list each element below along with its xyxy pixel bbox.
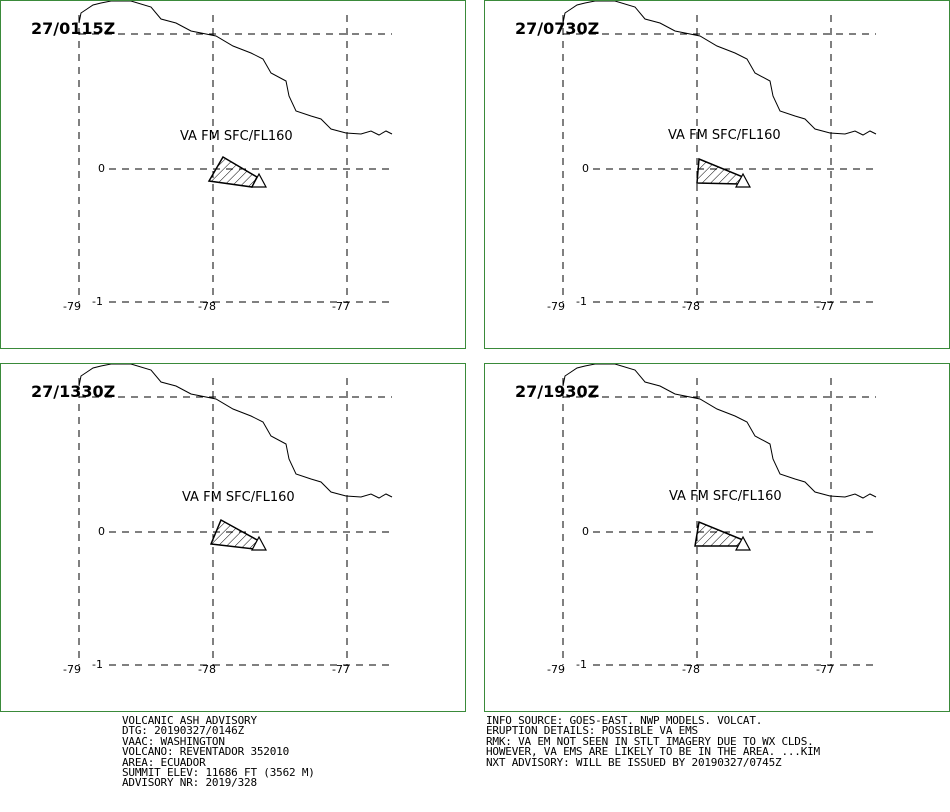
advisory-line: ADVISORY NR: 2019/328 (122, 776, 257, 790)
lon-label-79: -79 (63, 300, 81, 313)
panel-time: 27/0115Z (31, 19, 116, 38)
advisory-line: VAAC: WASHINGTON (122, 734, 225, 748)
lon-label-78: -78 (682, 663, 700, 676)
gridlines (562, 378, 876, 666)
advisory-line: SUMMIT ELEV: 11686 FT (3562 M) (122, 766, 315, 780)
panel-time: 27/0730Z (515, 19, 600, 38)
map-panel-3: 27/1330Z VA FM SFC/FL160 0 -1 -79 -78 -7… (0, 363, 466, 712)
ash-area (207, 155, 258, 188)
advisory-line: ERUPTION DETAILS: POSSIBLE VA EMS (486, 724, 698, 738)
lon-label-79: -79 (547, 300, 565, 313)
ash-area (209, 518, 261, 550)
advisory-line: INFO SOURCE: GOES-EAST. NWP MODELS. VOLC… (486, 714, 763, 727)
ash-label: VA FM SFC/FL160 (669, 489, 782, 504)
advisory-line: VOLCANIC ASH ADVISORY (122, 714, 257, 727)
lon-label-79: -79 (547, 663, 565, 676)
coastline (562, 364, 877, 499)
lon-label-79: -79 (63, 663, 81, 676)
coastline (78, 1, 393, 136)
panel-time: 27/1930Z (515, 382, 600, 401)
lon-label-77: -77 (816, 300, 834, 313)
lat-label-0: 0 (582, 525, 589, 538)
lat-label-0: 0 (98, 162, 105, 175)
lat-label-minus1: -1 (576, 658, 587, 671)
lon-label-77: -77 (816, 663, 834, 676)
lat-label-minus1: -1 (576, 295, 587, 308)
lon-label-78: -78 (682, 300, 700, 313)
map-canvas-4 (562, 364, 877, 666)
map-canvas-2 (562, 1, 877, 303)
advisory-line: VOLCANO: REVENTADOR 352010 (122, 745, 289, 759)
gridlines (562, 15, 876, 303)
lon-label-77: -77 (332, 300, 350, 313)
ash-label: VA FM SFC/FL160 (180, 129, 293, 144)
lon-label-78: -78 (198, 663, 216, 676)
map-canvas-1 (78, 1, 393, 303)
coastline (562, 1, 877, 136)
advisory-left: VOLCANIC ASH ADVISORY DTG: 20190327/0146… (122, 714, 315, 790)
volcano-icon (734, 535, 752, 551)
lat-label-0: 0 (98, 525, 105, 538)
map-panel-2: 27/0730Z VA FM SFC/FL160 0 -1 -79 -78 -7… (484, 0, 950, 349)
ash-area (694, 520, 745, 547)
advisory-line: AREA: ECUADOR (122, 755, 206, 769)
advisory-line: HOWEVER, VA EMS ARE LIKELY TO BE IN THE … (486, 745, 820, 759)
ash-label: VA FM SFC/FL160 (182, 490, 295, 505)
lat-label-0: 0 (582, 162, 589, 175)
panel-time: 27/1330Z (31, 382, 116, 401)
advisory-right: INFO SOURCE: GOES-EAST. NWP MODELS. VOLC… (486, 714, 820, 769)
lon-label-78: -78 (198, 300, 216, 313)
map-panel-1: 27/0115Z VA FM SFC/FL160 0 -1 -79 -78 -7… (0, 0, 466, 349)
lat-label-minus1: -1 (92, 295, 103, 308)
volcano-icon (250, 535, 268, 551)
advisory-line: DTG: 20190327/0146Z (122, 724, 245, 738)
volcano-icon (734, 172, 752, 188)
lat-label-minus1: -1 (92, 658, 103, 671)
ash-area (696, 157, 744, 185)
map-canvas-3 (78, 364, 393, 666)
gridlines (78, 378, 392, 666)
advisory-line: RMK: VA EM NOT SEEN IN STLT IMAGERY DUE … (486, 734, 814, 748)
lon-label-77: -77 (332, 663, 350, 676)
coastline (78, 364, 393, 499)
volcano-icon (250, 172, 268, 188)
map-panel-4: 27/1930Z VA FM SFC/FL160 0 -1 -79 -78 -7… (484, 363, 950, 712)
ash-label: VA FM SFC/FL160 (668, 128, 781, 143)
advisory-line: NXT ADVISORY: WILL BE ISSUED BY 20190327… (486, 755, 782, 769)
gridlines (78, 15, 392, 303)
